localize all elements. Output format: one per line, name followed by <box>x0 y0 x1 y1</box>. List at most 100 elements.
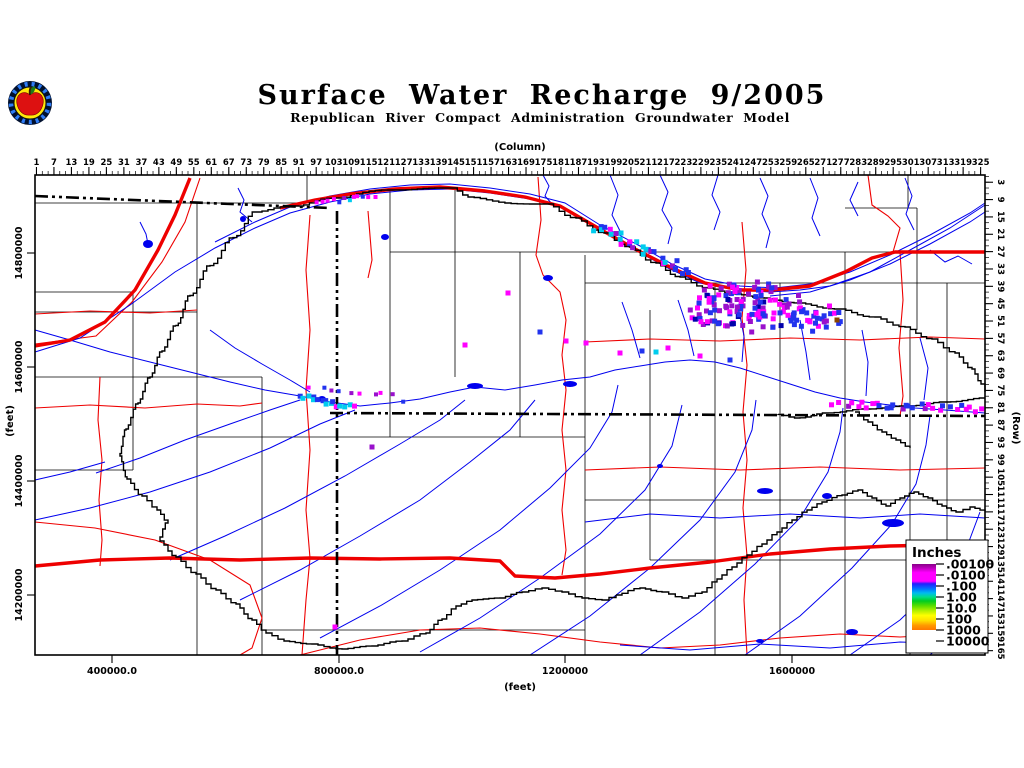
column-tick-label: 7 <box>51 158 57 168</box>
highway-line <box>867 174 901 253</box>
recharge-cell <box>834 317 840 323</box>
recharge-cell <box>685 270 691 275</box>
recharge-cell <box>643 246 649 252</box>
recharge-cell <box>782 305 787 310</box>
recharge-cell <box>760 311 766 317</box>
lake-polygon <box>846 629 858 635</box>
column-tick-label: 13 <box>66 158 78 168</box>
highway-line <box>898 251 904 417</box>
map-frame-rect <box>34 174 986 656</box>
recharge-cell <box>738 299 744 304</box>
recharge-cell <box>900 406 906 412</box>
column-axis-title: (Column) <box>494 142 545 153</box>
recharge-cell <box>796 293 801 298</box>
river-line <box>659 174 673 245</box>
column-tick-label: 307 <box>919 158 937 168</box>
recharge-cell <box>963 406 969 412</box>
recharge-cell <box>323 398 329 404</box>
row-tick-label: 39 <box>995 280 1005 292</box>
county-lines <box>35 175 985 655</box>
legend-tick-label: 10.0 <box>946 601 977 616</box>
recharge-cell <box>698 319 704 325</box>
state-boundary-lines <box>34 194 986 655</box>
recharge-cell <box>784 304 790 310</box>
recharge-cell <box>813 320 818 326</box>
recharge-cell <box>342 196 347 200</box>
river-line <box>419 404 683 653</box>
recharge-cell <box>697 316 703 321</box>
recharge-cell <box>849 400 855 406</box>
recharge-cell <box>505 290 511 296</box>
x-axis-feet-title: (feet) <box>504 682 536 693</box>
recharge-cell <box>734 285 740 291</box>
highway-line <box>34 402 263 409</box>
column-tick-label: 271 <box>814 158 832 168</box>
map-frame <box>34 174 986 656</box>
recharge-cell <box>734 309 740 315</box>
recharge-cell <box>347 402 353 408</box>
recharge-cell <box>823 324 829 330</box>
recharge-cell <box>634 239 640 245</box>
recharge-cell <box>563 338 569 344</box>
lake-polygon <box>756 639 764 643</box>
x-feet-tick-label: 800000.0 <box>314 666 364 677</box>
recharge-cell <box>390 392 395 397</box>
recharge-cell <box>724 323 730 329</box>
recharge-cell <box>369 444 375 450</box>
recharge-cell <box>337 200 342 205</box>
column-tick-label: 301 <box>902 158 920 168</box>
highway-line <box>97 376 103 567</box>
recharge-cell <box>804 310 810 316</box>
column-tick-label: 19 <box>83 158 95 168</box>
recharge-cell <box>701 287 707 293</box>
recharge-cell <box>811 313 817 319</box>
recharge-cell <box>813 310 819 316</box>
recharge-cell <box>909 405 915 411</box>
recharge-cell <box>297 393 303 399</box>
column-tick-label: 193 <box>587 158 605 168</box>
lake-polygon <box>757 488 773 494</box>
row-tick-label: 93 <box>995 437 1005 449</box>
recharge-cell <box>783 297 789 303</box>
row-tick-label: 141 <box>995 572 1005 590</box>
recharge-cell <box>755 303 761 309</box>
recharge-cell <box>767 297 773 303</box>
column-tick-label: 223 <box>675 158 693 168</box>
recharge-cell <box>669 263 675 269</box>
recharge-cell <box>769 285 775 291</box>
column-tick-label: 127 <box>395 158 413 168</box>
row-tick-label: 135 <box>995 555 1005 573</box>
major-highway-line <box>34 177 192 348</box>
column-tick-label: 85 <box>275 158 287 168</box>
recharge-cell <box>692 316 698 322</box>
river-line <box>809 177 821 237</box>
legend-tick-label: .0100 <box>946 568 986 583</box>
recharge-cell <box>329 388 334 393</box>
recharge-cell <box>314 200 319 205</box>
row-tick-label: 99 <box>995 454 1005 466</box>
recharge-cell <box>749 329 755 335</box>
recharge-cell <box>979 406 985 412</box>
recharge-cell <box>640 244 646 250</box>
recharge-cell <box>401 399 406 404</box>
logo-ring-decoration <box>8 81 52 125</box>
recharge-cell <box>352 403 357 409</box>
river-line <box>95 399 301 474</box>
recharge-cell <box>890 402 896 408</box>
recharge-cell <box>836 320 842 326</box>
column-tick-label: 79 <box>258 158 270 168</box>
recharge-cell <box>706 296 712 302</box>
highway-line <box>535 176 567 576</box>
column-tick-label: 97 <box>310 158 322 168</box>
recharge-cell <box>856 404 862 410</box>
column-tick-label: 145 <box>447 158 465 168</box>
row-tick-label: 87 <box>995 419 1005 431</box>
column-tick-label: 91 <box>293 158 305 168</box>
recharge-cell <box>347 198 352 203</box>
row-tick-label: 27 <box>995 246 1005 258</box>
recharge-cell <box>770 324 776 330</box>
lake-polygon <box>143 240 153 248</box>
recharge-cell <box>640 251 646 257</box>
logo-apple-leaf-icon <box>29 86 36 95</box>
recharge-cell <box>746 291 751 297</box>
